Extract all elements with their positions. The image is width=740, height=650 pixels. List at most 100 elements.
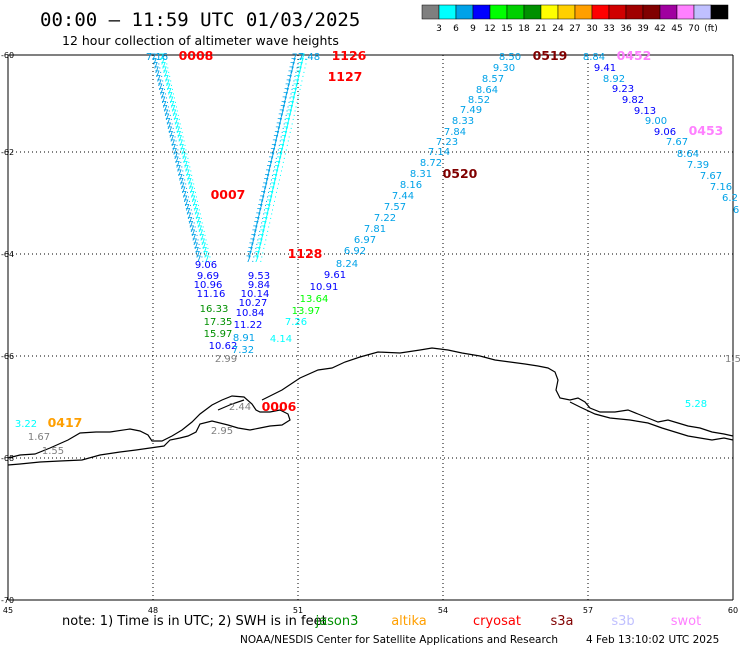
track-sample: 7. <box>270 148 279 158</box>
wave-height-value: 15.97 <box>204 329 233 340</box>
track-sample: 7. <box>196 255 205 265</box>
pass-time-label: 0006 <box>262 399 297 414</box>
track-sample: 7. <box>275 126 284 136</box>
footer-note: note: 1) Time is in UTC; 2) SWH is in fe… <box>62 614 327 629</box>
wave-height-value: 10.84 <box>236 308 265 319</box>
wave-height-value: 7.23 <box>436 137 458 148</box>
track-sample: 7. <box>190 195 199 205</box>
scale-swatch <box>659 4 678 20</box>
track-sample: 7. <box>175 126 184 136</box>
track-sample: 7. <box>277 152 286 162</box>
track-sample: 7. <box>257 242 266 252</box>
scale-label: 27 <box>569 24 580 34</box>
wave-height-value: 7.84 <box>444 127 466 138</box>
wave-height-value: 9.06 <box>195 260 217 271</box>
wave-height-value: 7.44 <box>392 191 414 202</box>
track-sample: 7. <box>180 148 189 158</box>
color-scale-legend: 3 6 9 12 15 18 21 24 27 30 33 36 39 42 45 70 (ft) <box>421 4 729 34</box>
scale-label: 39 <box>637 24 649 34</box>
track-sample: 7. <box>281 135 290 145</box>
scale-label: 21 <box>535 24 546 34</box>
track-sample: 7. <box>192 238 201 248</box>
track-sample: 7. <box>271 143 280 153</box>
wave-height-value: 11.16 <box>197 289 226 300</box>
track-sample: 7. <box>289 66 298 76</box>
track-sample: 7. <box>169 100 178 110</box>
track-sample: 7. <box>159 53 168 63</box>
scale-label: 18 <box>518 24 530 34</box>
latitude-ticks: -60 -62 -64 -66 -68 -70 <box>1 51 14 605</box>
track-sample: 7. <box>276 122 285 132</box>
track-sample: 7. <box>295 74 304 84</box>
mission-legend: jason3 altika cryosat s3a s3b swot <box>315 614 702 629</box>
track-sample: 7. <box>269 152 278 162</box>
track-sample: 7. <box>196 221 205 231</box>
track-sample: 7. <box>186 212 195 222</box>
scale-label: (ft) <box>704 24 718 34</box>
track-sample: 7. <box>272 139 281 149</box>
lon-tick-label: 48 <box>148 606 158 615</box>
track-sample: 7. <box>298 62 307 72</box>
track-sample: 7. <box>195 216 204 226</box>
track-sample: 7. <box>176 130 185 140</box>
map-frame <box>7 54 734 601</box>
track-sample: 7. <box>269 186 278 196</box>
scale-swatch <box>625 4 644 20</box>
track-sample: 7. <box>280 139 289 149</box>
track-sample: 7. <box>200 238 209 248</box>
track-sample: 7. <box>204 255 213 265</box>
track-sample: 7. <box>197 225 206 235</box>
track-sample: 7. <box>263 178 272 188</box>
track-sample: 7. <box>287 109 296 119</box>
track-sample: 7. <box>266 199 275 209</box>
track-sample: 7. <box>268 191 277 201</box>
track-sample: 7. <box>203 251 212 261</box>
lon-tick-label: 57 <box>583 606 593 615</box>
track-sample: 7. <box>170 139 179 149</box>
wave-height-value: 6.2 <box>722 193 738 204</box>
pass-time-label: 0519 <box>533 48 568 63</box>
track-sample: 7. <box>184 165 193 175</box>
scale-label: 36 <box>620 24 632 34</box>
track-sample: 7. <box>278 113 287 123</box>
track-sample: 7. <box>268 156 277 166</box>
wave-height-labels: 0008 1126 1127 0519 0452 0453 0520 0007 1128 0006… <box>15 48 740 457</box>
wave-height-value: 7.39 <box>687 160 709 171</box>
wave-height-value: 7.48 <box>298 52 320 63</box>
wave-height-value: 7.32 <box>232 345 254 356</box>
lat-tick-label: -60 <box>1 51 14 60</box>
track-sample: 7. <box>246 255 255 265</box>
track-sample: 7. <box>275 160 284 170</box>
track-sample: 7. <box>176 165 185 175</box>
track-sample: 7. <box>262 221 271 231</box>
scale-swatch <box>489 4 508 20</box>
wave-height-value: 8.52 <box>468 95 490 106</box>
track-sample: 7. <box>188 186 197 196</box>
track-sample: 7. <box>260 191 269 201</box>
track-sample: 7. <box>182 195 191 205</box>
wave-height-value: 4.14 <box>270 334 292 345</box>
scale-label: 30 <box>586 24 598 34</box>
lon-tick-label: 45 <box>3 606 13 615</box>
wave-height-value: 8.50 <box>499 52 521 63</box>
wave-height-value: 9.61 <box>324 270 346 281</box>
track-sample: 7. <box>178 173 187 183</box>
map-title: 00:00 – 11:59 UTC 01/03/2025 <box>40 9 360 31</box>
track-sample: 7. <box>181 152 190 162</box>
track-sample: 7. <box>173 152 182 162</box>
wave-height-value: 1.67 <box>28 432 50 443</box>
wave-height-value: 9.84 <box>248 280 270 291</box>
track-sample: 7. <box>264 208 273 218</box>
map-subtitle: 12 hour collection of altimeter wave hei… <box>62 33 339 48</box>
track-sample: 7. <box>175 160 184 170</box>
wave-height-value: 1.5 <box>725 354 740 365</box>
track-sample: 7. <box>281 100 290 110</box>
wave-height-value: 3.22 <box>15 419 37 430</box>
wave-height-value: 7.22 <box>374 213 396 224</box>
scale-swatch <box>557 4 576 20</box>
track-sample: 7. <box>177 135 186 145</box>
track-sample: 7. <box>256 246 265 256</box>
track-sample: 7. <box>151 53 160 63</box>
track-sample: 7. <box>255 216 264 226</box>
wave-height-value: 9.23 <box>612 84 634 95</box>
